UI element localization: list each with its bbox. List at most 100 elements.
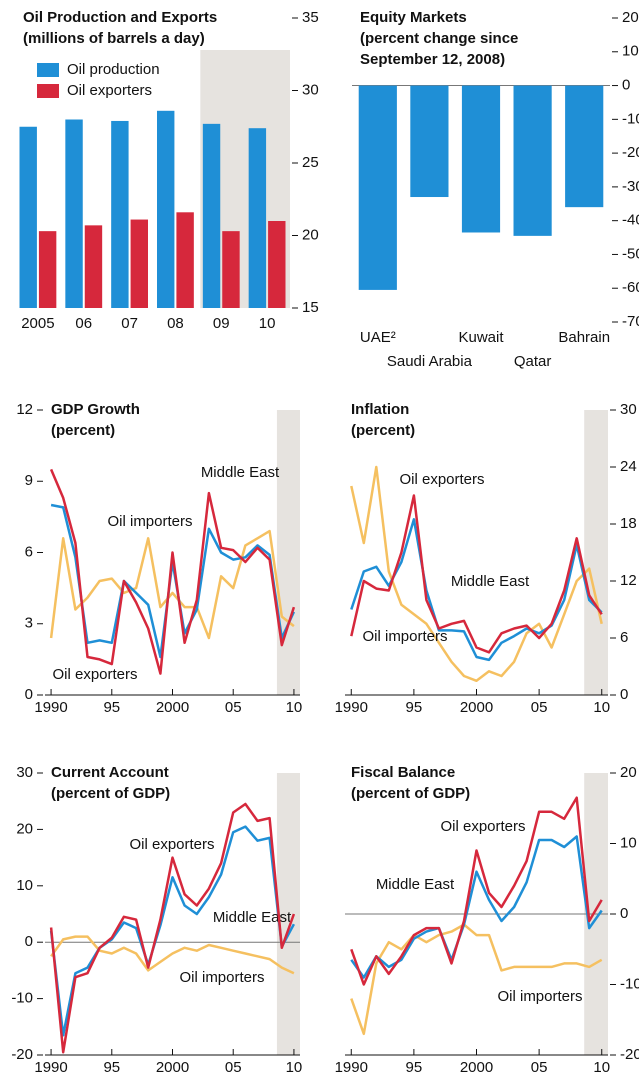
bar	[565, 85, 604, 208]
x-tick-label: 08	[167, 315, 184, 332]
y-tick-label: 30	[302, 81, 319, 98]
line-series	[49, 468, 296, 675]
y-tick-label: 0	[25, 933, 33, 950]
x-tick-label: 05	[225, 1059, 242, 1076]
projection-shade	[276, 773, 300, 1055]
y-tick-label: 30	[620, 401, 637, 418]
x-tick-label: 1990	[335, 1059, 368, 1076]
series-label: Middle East	[201, 464, 280, 481]
x-tick-label: 10	[593, 1059, 610, 1076]
x-tick-label: 10	[593, 699, 610, 716]
y-tick-label: -70	[622, 313, 639, 330]
y-tick-label: 0	[620, 905, 628, 922]
y-tick-label: 18	[620, 515, 637, 532]
x-tick-label: Saudi Arabia	[387, 353, 473, 370]
series-label: Middle East	[213, 909, 292, 926]
chart-subtitle: (percent of GDP)	[351, 785, 470, 802]
x-tick-label: 95	[406, 1059, 423, 1076]
x-tick-label: 09	[213, 315, 230, 332]
chart-subtitle: September 12, 2008)	[360, 51, 505, 68]
chart-title: Fiscal Balance	[351, 764, 455, 781]
bar	[84, 225, 103, 308]
y-tick-label: 20	[622, 9, 639, 26]
y-tick-label: 20	[620, 764, 637, 781]
series-label: Oil importers	[362, 628, 447, 645]
x-tick-label: 95	[103, 699, 120, 716]
y-tick-label: 10	[620, 834, 637, 851]
y-tick-label: 25	[302, 154, 319, 171]
bar	[176, 212, 194, 308]
line-series	[350, 465, 603, 683]
series-label: Oil importers	[107, 513, 192, 530]
legend-swatch	[37, 63, 59, 77]
bar	[65, 119, 83, 308]
y-tick-label: -10	[622, 110, 639, 127]
y-tick-label: 6	[25, 543, 33, 560]
x-tick-label: 1990	[335, 699, 368, 716]
x-tick-label: 2005	[21, 315, 54, 332]
line-series	[350, 835, 603, 979]
x-tick-label: Qatar	[514, 353, 552, 370]
x-tick-label: 95	[406, 699, 423, 716]
y-tick-label: 20	[16, 820, 33, 837]
series-label: Oil exporters	[440, 818, 525, 835]
bar	[38, 231, 57, 308]
projection-shade	[276, 410, 300, 695]
series-label: Middle East	[376, 876, 455, 893]
bar	[130, 219, 148, 308]
bar	[111, 120, 129, 308]
x-tick-label: 10	[286, 1059, 303, 1076]
y-tick-label: 30	[16, 764, 33, 781]
bar	[157, 110, 175, 308]
y-tick-label: -50	[622, 245, 639, 262]
chart-title: Equity Markets	[360, 9, 467, 26]
y-tick-label: 20	[302, 226, 319, 243]
x-tick-label: 1990	[34, 1059, 67, 1076]
y-tick-label: 0	[622, 77, 630, 94]
x-tick-label: 2000	[460, 1059, 493, 1076]
y-tick-label: -20	[622, 144, 639, 161]
line-series	[350, 494, 603, 654]
legend-label: Oil exporters	[67, 82, 152, 99]
series-label: Oil importers	[497, 988, 582, 1005]
bar	[461, 85, 501, 233]
y-tick-label: -60	[622, 279, 639, 296]
y-tick-label: 15	[302, 299, 319, 316]
chart-subtitle: (percent change since	[360, 30, 518, 47]
y-tick-label: -10	[11, 990, 33, 1007]
y-tick-label: -40	[622, 212, 639, 229]
x-tick-label: 07	[121, 315, 138, 332]
line-series	[49, 802, 296, 1054]
chart-subtitle: (percent)	[351, 422, 415, 439]
y-tick-label: 12	[620, 572, 637, 589]
line-series	[49, 529, 295, 640]
y-tick-label: 35	[302, 9, 319, 26]
y-tick-label: 10	[622, 43, 639, 60]
bar	[358, 85, 397, 290]
bar	[19, 126, 37, 308]
bar	[202, 123, 221, 308]
x-tick-label: 06	[75, 315, 92, 332]
line-series	[50, 935, 295, 975]
y-tick-label: -10	[620, 975, 639, 992]
legend-label: Oil production	[67, 61, 160, 78]
bar	[513, 85, 552, 236]
y-tick-label: -30	[622, 178, 639, 195]
series-label: Middle East	[451, 573, 530, 590]
chart-subtitle: (millions of barrels a day)	[23, 30, 205, 47]
line-series	[350, 796, 603, 986]
y-tick-label: 0	[620, 686, 628, 703]
y-tick-label: 6	[620, 629, 628, 646]
bar	[410, 85, 449, 198]
y-tick-label: 12	[16, 401, 33, 418]
line-series	[350, 923, 603, 1036]
legend-swatch	[37, 84, 59, 98]
x-tick-label: 10	[259, 315, 276, 332]
bar	[222, 231, 240, 308]
projection-shade	[584, 410, 608, 695]
bar	[268, 221, 286, 308]
y-tick-label: 10	[16, 877, 33, 894]
y-tick-label: 0	[25, 686, 33, 703]
series-label: Oil exporters	[52, 666, 137, 683]
